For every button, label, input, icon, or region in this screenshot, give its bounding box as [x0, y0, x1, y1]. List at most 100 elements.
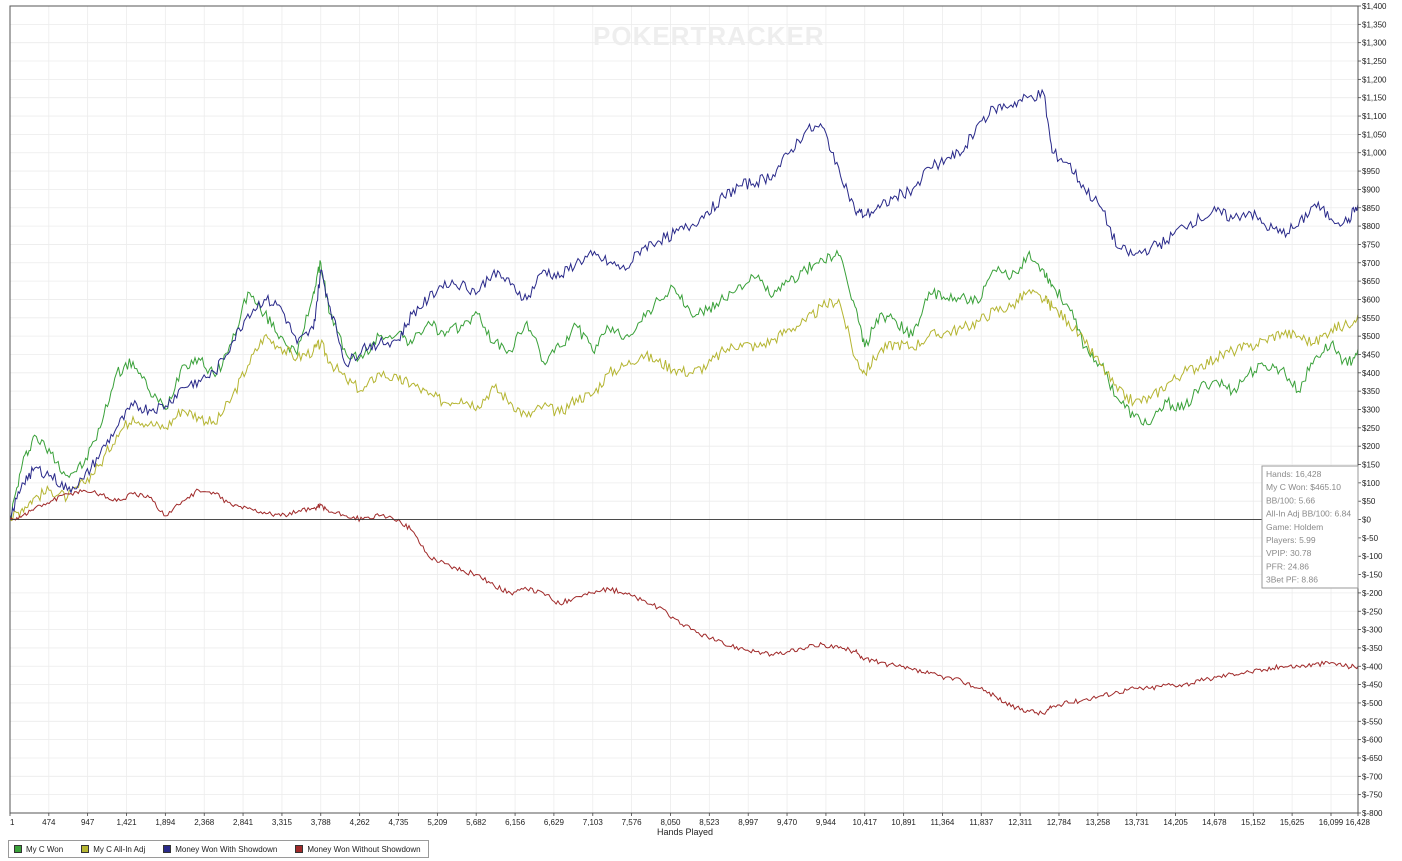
legend-swatch [163, 845, 172, 853]
legend-swatch [81, 845, 90, 853]
y-tick-label: $1,200 [1362, 75, 1387, 84]
y-tick-label: $1,300 [1362, 39, 1387, 48]
x-tick-label: 1,421 [117, 818, 138, 827]
x-tick-label: 12,311 [1008, 818, 1032, 827]
x-tick-label: 10,417 [853, 818, 878, 827]
x-axis: 1 474 947 1,421 1,894 2,368 2,841 3,315 3,788 4,2… [9, 813, 1371, 827]
x-tick-label: 9,944 [816, 818, 837, 827]
y-tick-label: $100 [1362, 479, 1380, 488]
y-tick-label: $-350 [1362, 644, 1383, 653]
y-tick-label: $1,250 [1362, 57, 1387, 66]
x-tick-label: 15,152 [1241, 818, 1266, 827]
y-tick-label: $300 [1362, 406, 1380, 415]
x-tick-label: 13,731 [1124, 818, 1149, 827]
series-layer [9, 88, 1359, 716]
y-tick-label: $-200 [1362, 589, 1383, 598]
y-tick-label: $-500 [1362, 699, 1383, 708]
x-tick-label: 3,315 [272, 818, 293, 827]
y-tick-label: $800 [1362, 222, 1380, 231]
info-line: All-In Adj BB/100: 6.84 [1266, 509, 1351, 519]
x-tick-label: 6,156 [505, 818, 526, 827]
info-line: 3Bet PF: 8.86 [1266, 575, 1318, 585]
x-tick-label: 7,576 [622, 818, 643, 827]
y-tick-label: $-600 [1362, 736, 1383, 745]
grid [9, 5, 1359, 814]
x-tick-label: 3,788 [311, 818, 332, 827]
info-line: PFR: 24.86 [1266, 561, 1309, 571]
x-tick-label: 6,629 [544, 818, 565, 827]
y-tick-label: $850 [1362, 204, 1380, 213]
y-tick-label: $350 [1362, 387, 1380, 396]
info-line: My C Won: $465.10 [1266, 482, 1341, 492]
legend-label: Money Won With Showdown [175, 844, 278, 854]
y-tick-label: $1,350 [1362, 20, 1387, 29]
x-tick-label: 2,841 [233, 818, 254, 827]
x-tick-label: 14,678 [1202, 818, 1227, 827]
y-tick-label: $900 [1362, 185, 1380, 194]
legend-label: Money Won Without Showdown [307, 844, 421, 854]
y-tick-label: $450 [1362, 350, 1380, 359]
y-tick-label: $-150 [1362, 571, 1383, 580]
y-tick-label: $950 [1362, 167, 1380, 176]
y-tick-label: $-450 [1362, 681, 1383, 690]
x-tick-label: 13,258 [1086, 818, 1111, 827]
y-tick-label: $1,100 [1362, 112, 1387, 121]
legend-label: My C Won [26, 844, 64, 854]
x-tick-label: 16,428 [1346, 818, 1371, 827]
y-tick-label: $-50 [1362, 534, 1379, 543]
x-tick-label: 8,997 [738, 818, 759, 827]
x-tick-label: 11,364 [931, 818, 955, 827]
x-tick-label: 12,784 [1047, 818, 1072, 827]
legend-item: My C All-In Adj [81, 845, 145, 854]
x-tick-label: 4,735 [388, 818, 409, 827]
x-tick-label: 7,103 [583, 818, 604, 827]
info-line: VPIP: 30.78 [1266, 548, 1312, 558]
x-tick-label: 5,209 [427, 818, 448, 827]
legend-item: Money Won Without Showdown [295, 844, 421, 854]
x-tick-label: 8,050 [660, 818, 681, 827]
x-tick-label: 947 [81, 818, 95, 827]
y-tick-label: $-250 [1362, 607, 1383, 616]
y-tick-label: $-100 [1362, 552, 1383, 561]
x-tick-label: 8,523 [699, 818, 720, 827]
y-tick-label: $250 [1362, 424, 1380, 433]
series-line-3 [9, 88, 1359, 520]
x-tick-label: 1 [10, 818, 15, 827]
x-tick-label: 10,891 [891, 818, 916, 827]
legend-item: My C Won [14, 845, 63, 854]
y-axis: $1,400 $1,350 $1,300 $1,250 $1,200 $1,150 $1,1… [1358, 2, 1387, 818]
x-tick-label: 16,099 [1319, 818, 1344, 827]
y-tick-label: $600 [1362, 295, 1380, 304]
y-tick-label: $-550 [1362, 717, 1383, 726]
x-axis-title: Hands Played [657, 827, 713, 837]
info-line: Game: Holdem [1266, 522, 1323, 532]
y-tick-label: $1,400 [1362, 2, 1387, 11]
y-tick-label: $550 [1362, 314, 1380, 323]
legend-swatch [14, 845, 22, 853]
y-tick-label: $-700 [1362, 772, 1383, 781]
x-tick-label: 15,625 [1280, 818, 1305, 827]
x-tick-label: 5,682 [466, 818, 487, 827]
x-tick-label: 4,262 [350, 818, 371, 827]
y-tick-label: $-300 [1362, 626, 1383, 635]
info-box: Hands: 16,428 My C Won: $465.10 BB/100: 5.… [1261, 465, 1359, 589]
series-line-4 [9, 488, 1359, 716]
y-tick-label: $-400 [1362, 662, 1383, 671]
legend: My C Won My C All-In Adj Money Won With Sh… [8, 840, 429, 858]
x-tick-label: 14,205 [1163, 818, 1188, 827]
x-tick-label: 1,894 [155, 818, 176, 827]
y-tick-label: $-650 [1362, 754, 1383, 763]
legend-item: Money Won With Showdown [163, 845, 277, 854]
y-tick-label: $200 [1362, 442, 1380, 451]
y-tick-label: $-800 [1362, 809, 1383, 818]
y-tick-label: $1,150 [1362, 94, 1387, 103]
y-tick-label: $1,050 [1362, 130, 1387, 139]
watermark: POKERTRACKER [593, 21, 825, 51]
series-line-2 [9, 288, 1359, 522]
y-tick-label: $150 [1362, 461, 1380, 470]
info-box-frame [1261, 465, 1359, 589]
legend-swatch [295, 845, 304, 853]
y-tick-label: $650 [1362, 277, 1380, 286]
y-tick-label: $500 [1362, 332, 1380, 341]
